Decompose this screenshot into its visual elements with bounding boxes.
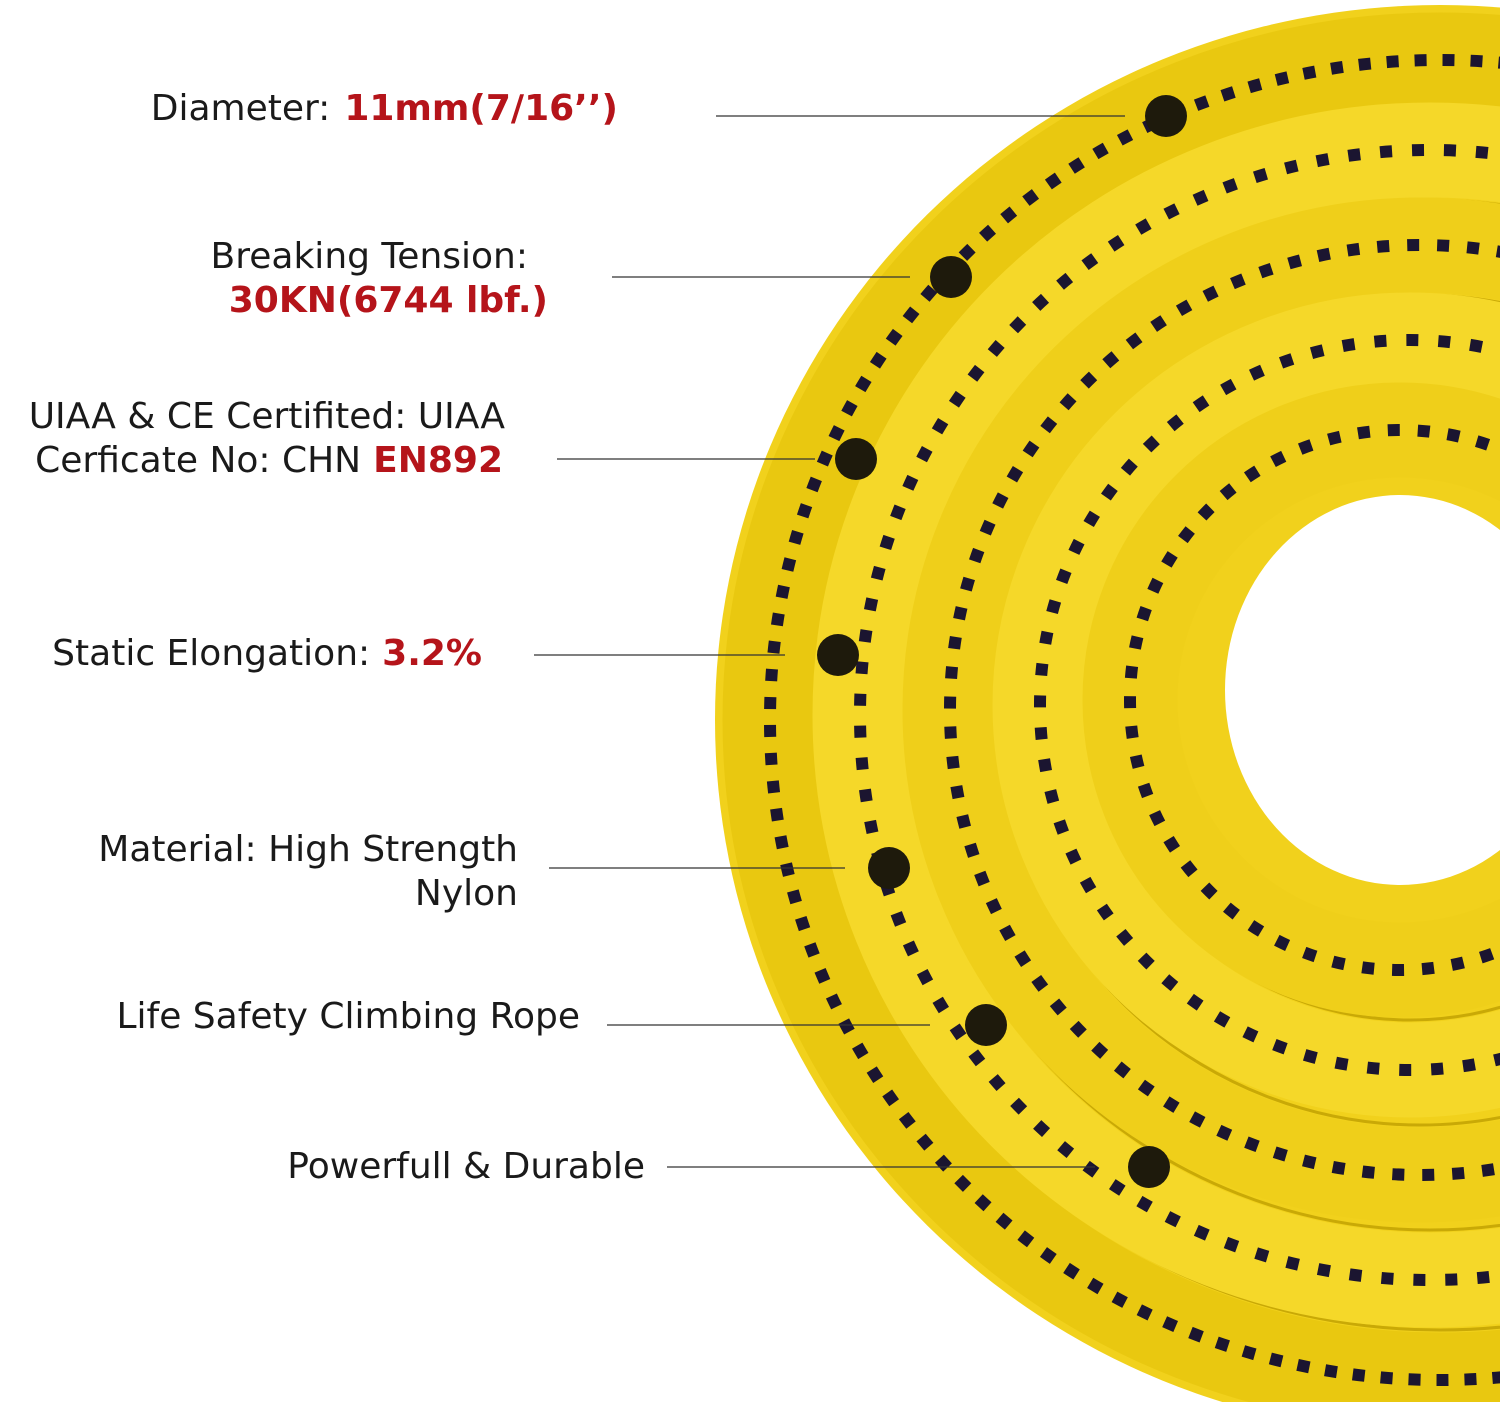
callout-dot bbox=[835, 438, 877, 480]
label: Static Elongation: bbox=[52, 633, 370, 674]
value: EN892 bbox=[373, 440, 503, 481]
callout-dot bbox=[817, 634, 859, 676]
callout-text: Static Elongation: 3.2% bbox=[52, 633, 482, 674]
label: Material: High Strength bbox=[98, 829, 518, 870]
callout-dot bbox=[868, 847, 910, 889]
callout-text: Diameter: 11mm(7/16’’) bbox=[151, 88, 618, 129]
label: Diameter: bbox=[151, 88, 331, 129]
callout-dots bbox=[817, 95, 1187, 1188]
value: 11mm(7/16’’) bbox=[344, 88, 618, 129]
label: Breaking Tension: bbox=[211, 236, 528, 277]
value: 3.2% bbox=[382, 633, 482, 674]
rope-coil bbox=[715, 5, 1500, 1402]
label: Cerficate No: CHN bbox=[35, 440, 361, 481]
callout-dot bbox=[930, 256, 972, 298]
callout-dot bbox=[1145, 95, 1187, 137]
callout-text: Cerficate No: CHN EN892 bbox=[35, 440, 503, 481]
label: UIAA & CE Certifited: UIAA bbox=[29, 396, 506, 437]
label: Life Safety Climbing Rope bbox=[116, 996, 580, 1037]
label: Nylon bbox=[415, 873, 518, 914]
value: 30KN(6744 lbf.) bbox=[229, 280, 548, 321]
label: Powerfull & Durable bbox=[287, 1146, 645, 1187]
callout-dot bbox=[1128, 1146, 1170, 1188]
callout-dot bbox=[965, 1004, 1007, 1046]
callout-texts: Diameter: 11mm(7/16’’) Breaking Tension: … bbox=[29, 88, 645, 1187]
leader-lines bbox=[534, 115, 1125, 1168]
